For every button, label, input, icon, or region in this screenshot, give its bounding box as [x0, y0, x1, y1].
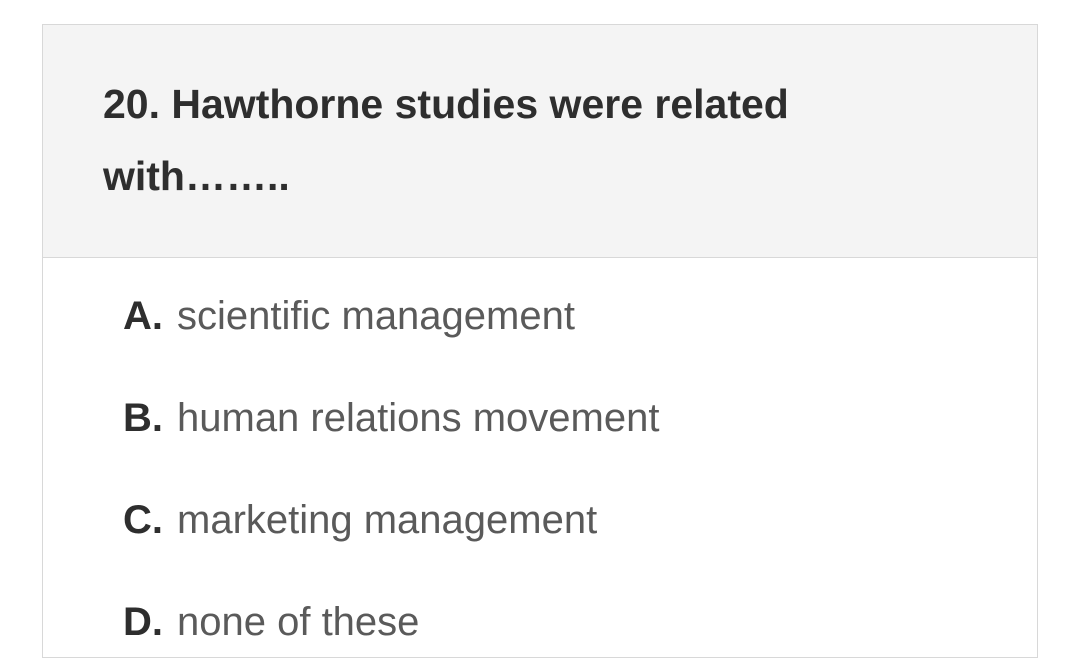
option-a[interactable]: A. scientific management — [123, 290, 957, 342]
options-list: A. scientific management B. human relati… — [43, 258, 1037, 658]
option-letter: D. — [123, 596, 163, 648]
question-title: 20. Hawthorne studies were related with…… — [103, 69, 977, 213]
question-header: 20. Hawthorne studies were related with…… — [43, 25, 1037, 258]
option-text: human relations movement — [177, 392, 659, 444]
question-card: 20. Hawthorne studies were related with…… — [42, 24, 1038, 658]
option-text: scientific management — [177, 290, 575, 342]
option-text: marketing management — [177, 494, 597, 546]
option-letter: C. — [123, 494, 163, 546]
option-text: none of these — [177, 596, 419, 648]
option-c[interactable]: C. marketing management — [123, 494, 957, 546]
option-letter: B. — [123, 392, 163, 444]
option-b[interactable]: B. human relations movement — [123, 392, 957, 444]
option-letter: A. — [123, 290, 163, 342]
option-d[interactable]: D. none of these — [123, 596, 957, 648]
